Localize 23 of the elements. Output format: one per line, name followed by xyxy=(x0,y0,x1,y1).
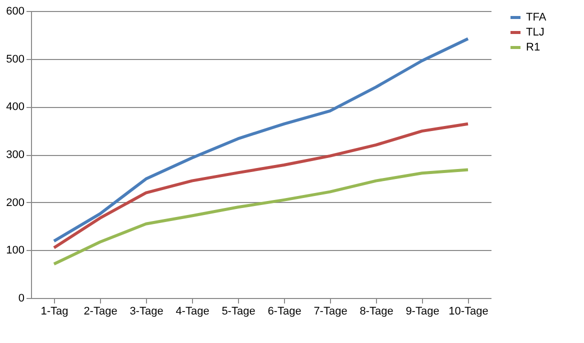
y-tick-label: 100 xyxy=(6,244,24,257)
x-tick-label: 7-Tage xyxy=(314,306,348,318)
x-tick-label: 6-Tage xyxy=(268,306,302,318)
line-series xyxy=(52,37,470,243)
y-tick-label: 0 xyxy=(18,292,24,304)
y-tick-label: 400 xyxy=(6,101,24,114)
line-series xyxy=(52,168,470,266)
x-tick-label: 10-Tage xyxy=(448,306,488,318)
y-tick-label: 500 xyxy=(6,53,24,66)
y-tick-label: 600 xyxy=(6,6,24,18)
x-tick-label: 5-Tage xyxy=(222,306,256,318)
legend-label: TLJ xyxy=(526,26,544,38)
y-tick-label: 200 xyxy=(6,196,24,209)
x-tick-label: 3-Tage xyxy=(130,306,164,318)
line-series xyxy=(52,122,470,250)
x-tick-label: 4-Tage xyxy=(176,306,210,318)
x-tick-label: 8-Tage xyxy=(360,306,394,318)
y-tick-label: 300 xyxy=(6,149,24,161)
legend-label: TFA xyxy=(526,12,547,24)
x-tick-label: 9-Tage xyxy=(406,306,440,318)
x-tick-label: 2-Tage xyxy=(84,306,118,318)
x-tick-label: 1-Tag xyxy=(40,306,68,318)
legend-label: R1 xyxy=(526,42,540,54)
